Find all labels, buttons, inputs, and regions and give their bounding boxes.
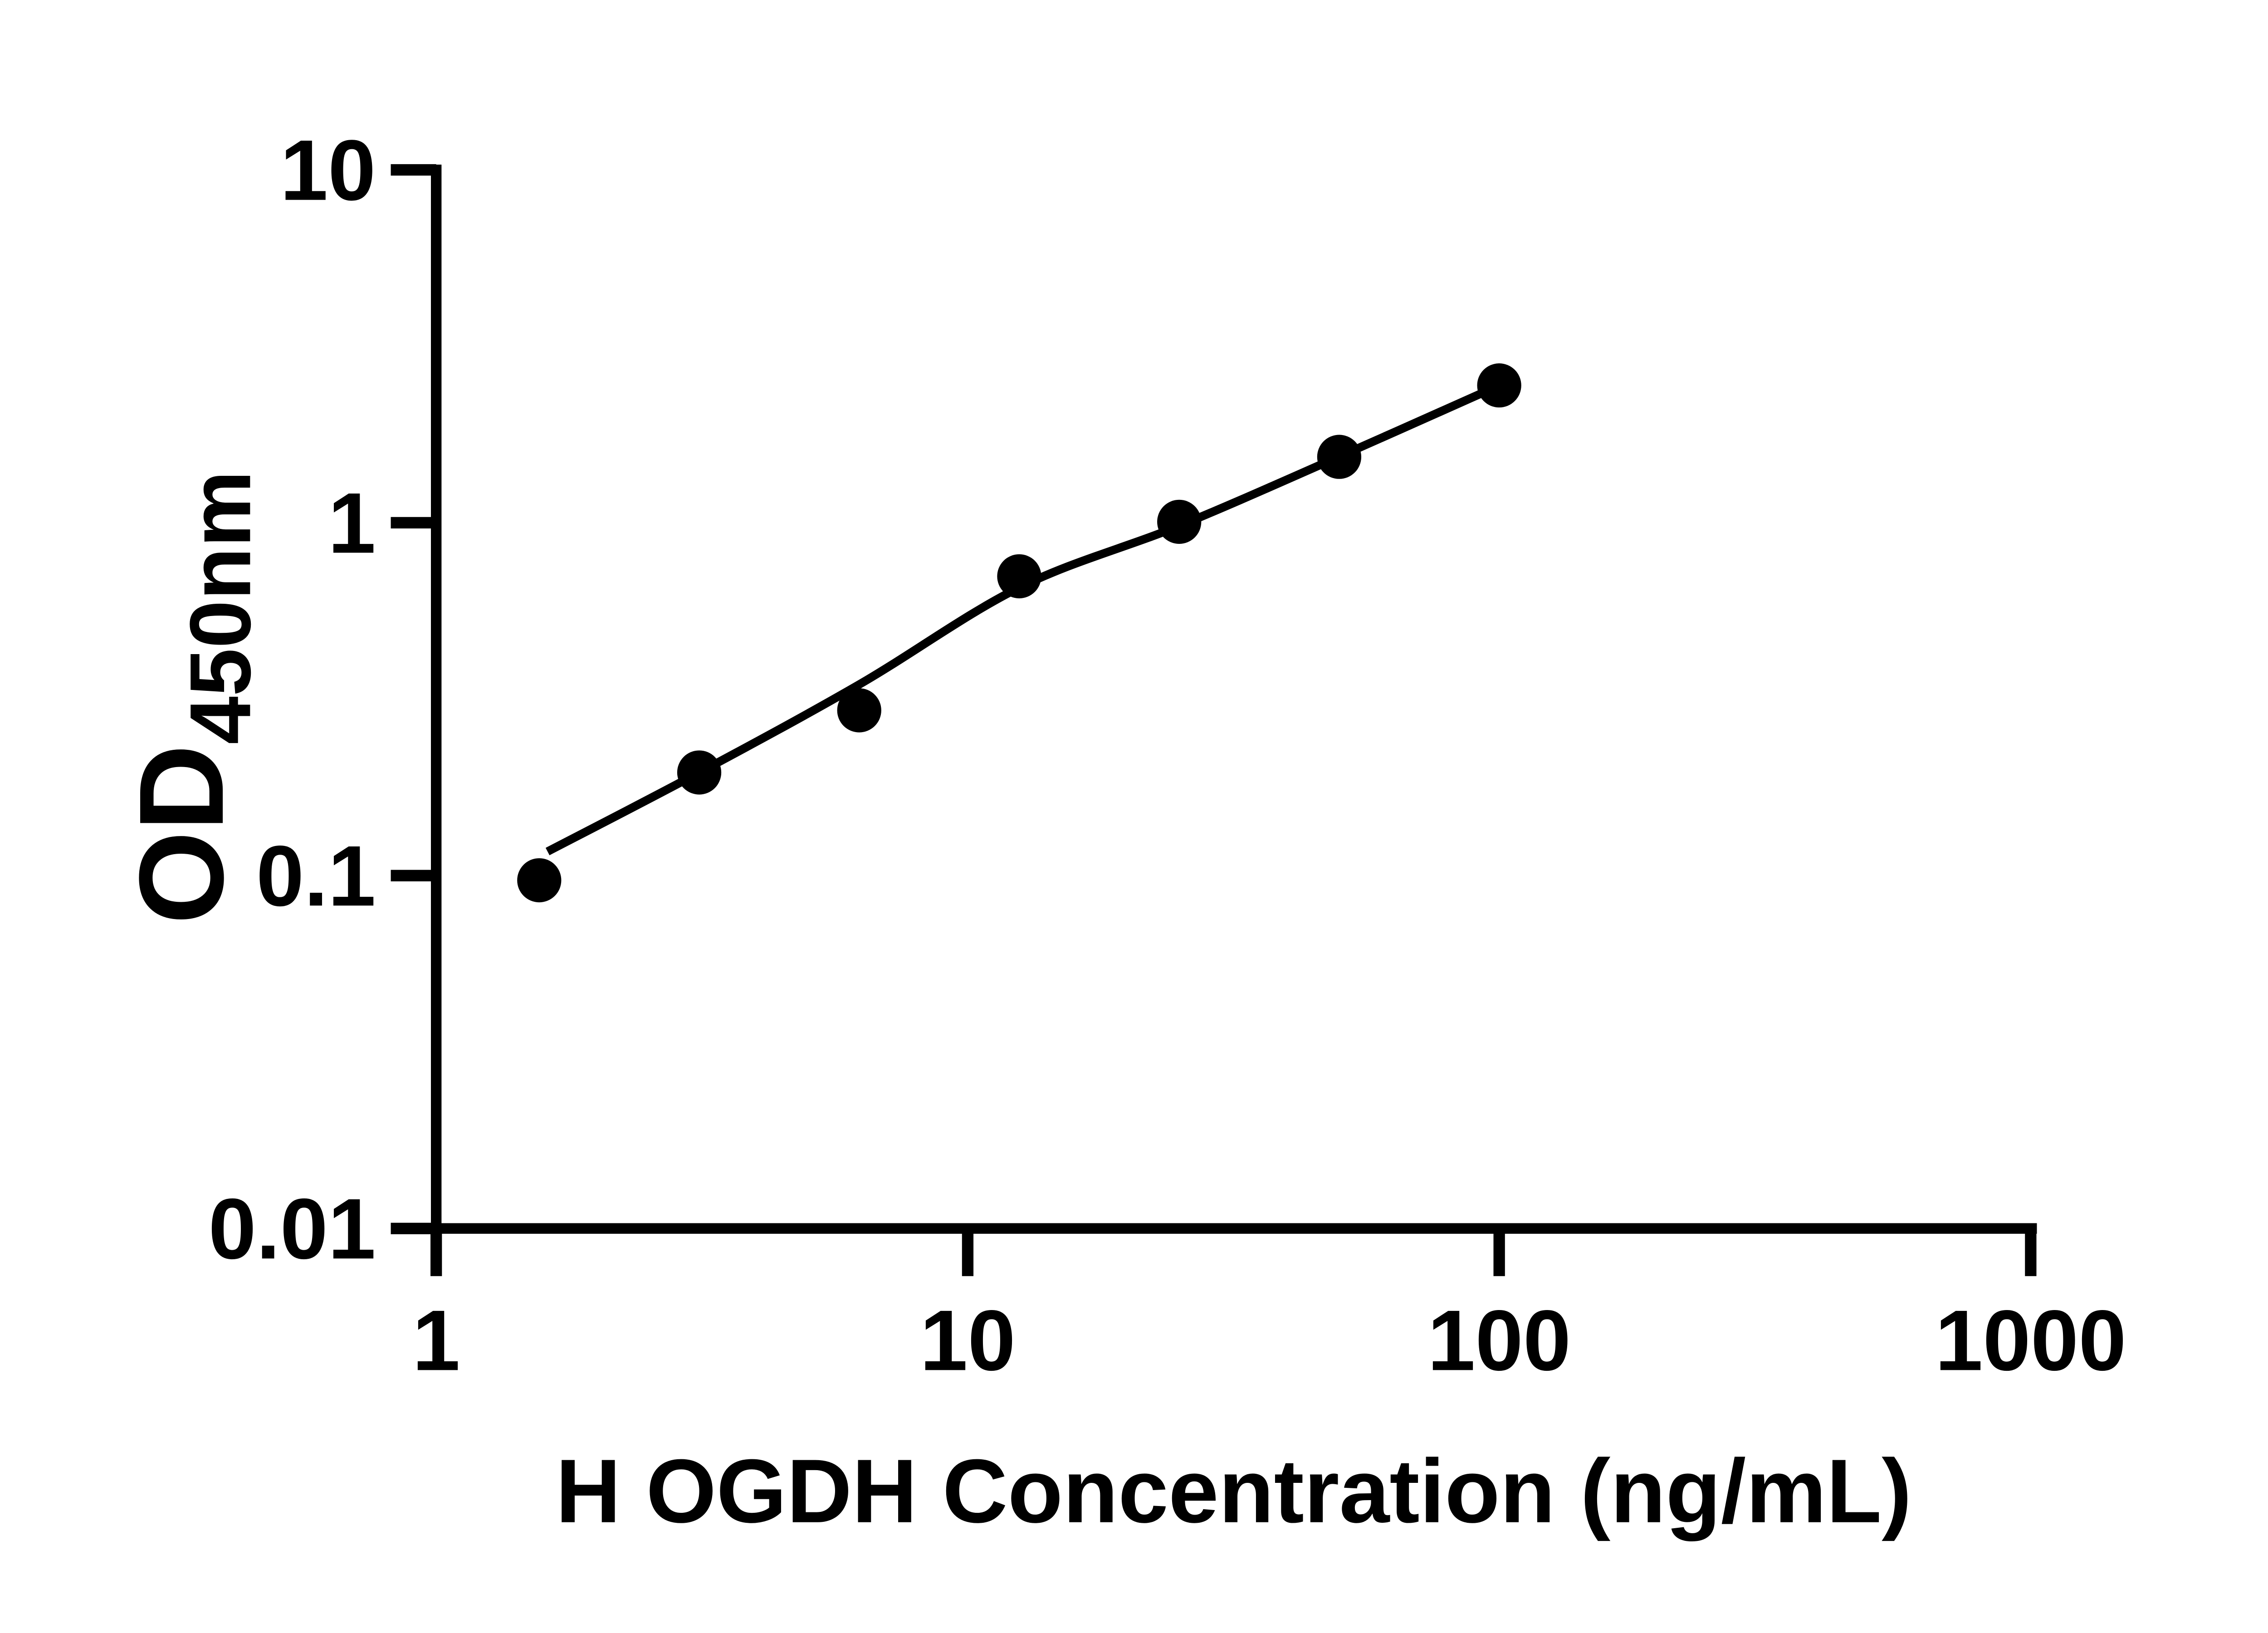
plot-area <box>517 363 1521 903</box>
tick-labels: 10 1 0.1 0.01 1 10 100 1000 <box>208 122 2126 1389</box>
x-tick-label: 10 <box>920 1292 1016 1389</box>
x-tick-label: 1 <box>412 1292 460 1389</box>
data-point <box>837 688 881 733</box>
y-axis-title-main: OD <box>115 744 249 924</box>
x-tick-label: 100 <box>1427 1292 1571 1389</box>
y-axis-title: OD450nm <box>115 470 269 924</box>
x-axis-title: H OGDH Concentration (ng/mL) <box>556 1441 1912 1542</box>
data-point <box>1477 363 1521 408</box>
tick-marks <box>391 164 2037 1276</box>
data-point <box>677 750 722 795</box>
x-tick-label: 1000 <box>1935 1292 2126 1389</box>
y-tick-label: 0.1 <box>256 828 376 924</box>
data-point <box>517 858 562 903</box>
y-tick-label: 10 <box>280 122 376 219</box>
y-axis-title-subscript: 450nm <box>172 470 269 744</box>
data-point <box>1317 435 1362 479</box>
data-point <box>997 554 1041 599</box>
axes <box>431 164 2037 1234</box>
y-tick-label: 1 <box>328 475 376 572</box>
data-point <box>1157 499 1202 544</box>
y-tick-label: 0.01 <box>208 1181 376 1277</box>
